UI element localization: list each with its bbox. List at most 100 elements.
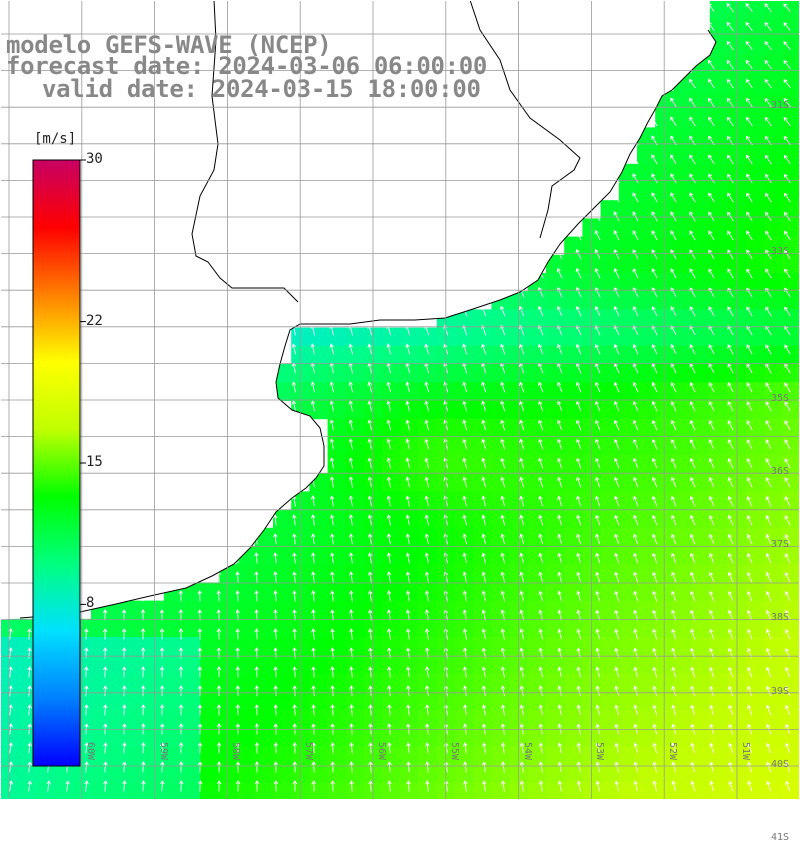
- wind-arrow: [140, 685, 146, 697]
- wind-arrow: [709, 742, 715, 754]
- wind-arrow: [670, 514, 677, 526]
- wind-cell: [600, 364, 620, 383]
- wind-cell: [728, 673, 747, 693]
- wind-cell: [600, 473, 620, 492]
- wind-cell: [382, 637, 401, 656]
- wind-arrow: [291, 343, 297, 355]
- wind-arrow: [84, 761, 89, 773]
- wind-arrow: [102, 609, 108, 621]
- wind-arrow: [557, 647, 563, 659]
- wind-cell: [527, 618, 547, 638]
- wind-cell: [418, 764, 438, 784]
- wind-arrow: [632, 230, 639, 241]
- wind-cell: [746, 473, 765, 492]
- wind-arrow: [670, 173, 677, 184]
- wind-cell: [382, 509, 401, 529]
- wind-arrow: [406, 742, 411, 754]
- wind-arrow: [576, 666, 582, 678]
- wind-cell: [200, 691, 219, 711]
- wind-cell: [345, 455, 365, 474]
- wind-cell: [473, 436, 492, 456]
- wind-arrow: [727, 192, 734, 203]
- wind-arrow: [746, 571, 753, 583]
- wind-arrow: [613, 306, 620, 317]
- wind-arrow: [367, 419, 373, 431]
- wind-arrow: [689, 249, 696, 260]
- wind-cell: [527, 582, 547, 602]
- wind-cell: [764, 145, 784, 165]
- wind-cell: [236, 582, 256, 602]
- wind-cell: [491, 345, 511, 365]
- wind-cell: [91, 655, 110, 674]
- wind-cell: [582, 728, 602, 747]
- wind-arrow: [784, 553, 791, 564]
- wind-arrow: [349, 609, 354, 621]
- wind-arrow: [292, 704, 297, 716]
- wind-arrow: [633, 571, 639, 583]
- wind-cell: [455, 782, 474, 800]
- wind-cell: [764, 54, 784, 74]
- wind-cell: [691, 637, 711, 656]
- wind-arrow: [614, 780, 620, 792]
- wind-cell: [764, 345, 784, 365]
- longitude-label: 57W: [303, 742, 315, 761]
- wind-cell: [782, 145, 800, 165]
- wind-cell: [236, 655, 256, 674]
- wind-cell: [746, 673, 765, 693]
- wind-cell: [91, 764, 110, 784]
- wind-cell: [127, 618, 147, 638]
- wind-cell: [400, 418, 420, 438]
- wind-arrow: [746, 439, 753, 450]
- wind-cell: [728, 582, 747, 602]
- wind-cell: [473, 364, 492, 383]
- wind-arrow: [462, 419, 468, 431]
- wind-arrow: [746, 609, 753, 621]
- wind-arrow: [651, 419, 658, 431]
- wind-cell: [455, 509, 474, 529]
- wind-cell: [418, 600, 438, 620]
- wind-cell: [764, 309, 784, 329]
- wind-cell: [691, 582, 711, 602]
- wind-arrow: [254, 628, 259, 640]
- wind-cell: [418, 473, 438, 492]
- wind-arrow: [765, 268, 772, 279]
- wind-arrow: [330, 780, 335, 792]
- wind-arrow: [387, 666, 392, 678]
- wind-arrow: [481, 780, 487, 792]
- wind-arrow: [614, 647, 620, 659]
- wind-arrow: [670, 249, 677, 260]
- wind-arrow: [368, 742, 373, 754]
- wind-arrow: [632, 476, 639, 488]
- wind-cell: [709, 491, 729, 511]
- wind-arrow: [670, 268, 677, 279]
- wind-arrow: [689, 438, 696, 450]
- wind-cell: [400, 637, 420, 656]
- wind-cell: [600, 782, 620, 800]
- wind-arrow: [764, 41, 772, 51]
- wind-cell: [18, 782, 37, 800]
- wind-arrow: [651, 344, 658, 355]
- wind-cell: [509, 691, 529, 711]
- wind-arrow: [633, 685, 639, 697]
- wind-cell: [564, 455, 583, 474]
- wind-cell: [764, 327, 784, 347]
- wind-cell: [709, 18, 729, 37]
- wind-cell: [382, 709, 401, 729]
- wind-cell: [709, 618, 729, 638]
- wind-cell: [600, 728, 620, 747]
- wind-arrow: [519, 704, 525, 716]
- wind-cell: [618, 436, 638, 456]
- wind-arrow: [216, 780, 222, 792]
- wind-cell: [527, 564, 547, 583]
- wind-cell: [327, 764, 347, 784]
- wind-arrow: [595, 609, 601, 621]
- wind-cell: [582, 418, 602, 438]
- wind-cell: [746, 455, 765, 474]
- wind-cell: [673, 291, 693, 310]
- wind-arrow: [424, 609, 430, 621]
- wind-arrow: [386, 628, 392, 640]
- lat-lon-grid: [0, 0, 800, 800]
- wind-cell: [527, 436, 547, 456]
- wind-arrow: [651, 457, 658, 469]
- wind-arrow: [765, 704, 772, 716]
